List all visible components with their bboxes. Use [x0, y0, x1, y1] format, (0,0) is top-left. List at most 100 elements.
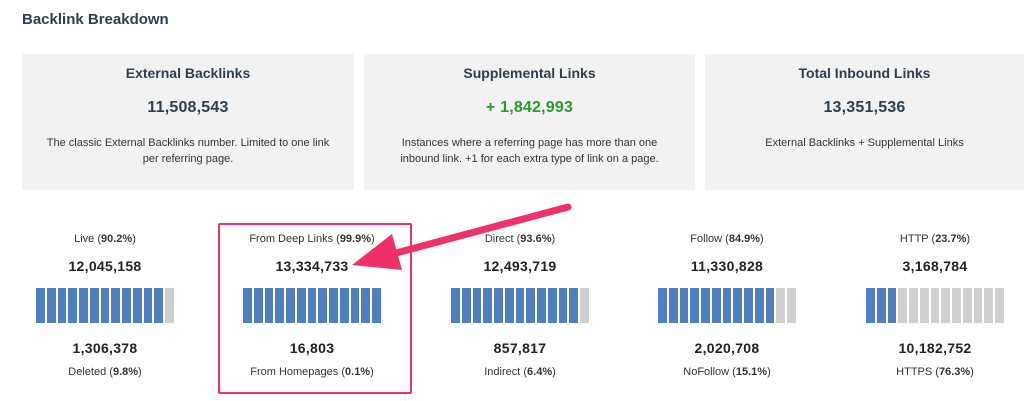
bar-segment-empty [898, 288, 908, 323]
metric-bottom-value: 1,306,378 [72, 340, 138, 356]
metric-bottom-label: From Homepages [250, 366, 339, 378]
metric-direct-indirect: Direct (93.6%) 12,493,719 857,817 Indire… [430, 228, 610, 378]
metric-bottom-label: NoFollow [683, 366, 730, 378]
bar-segment-filled [515, 288, 525, 323]
metric-bottom-percent: 15.1% [735, 366, 768, 378]
bar-segment-filled [494, 288, 503, 323]
bar-segment-filled [286, 288, 295, 323]
bar-segment-filled [264, 288, 274, 323]
bar-segment-filled [68, 288, 78, 323]
bar-segment-filled [722, 288, 732, 323]
bar-segment-filled [372, 288, 381, 323]
ratio-bar [451, 288, 589, 323]
bar-segment-filled [89, 288, 99, 323]
bar-segment-filled [122, 288, 131, 323]
bar-segment-empty [984, 288, 994, 323]
bar-segment-filled [243, 288, 252, 323]
bar-segment-filled [472, 288, 482, 323]
card-title: Supplemental Links [463, 65, 596, 81]
bar-segment-filled [296, 288, 306, 323]
metric-top-label: HTTP [899, 233, 929, 245]
bar-segment-filled [46, 288, 56, 323]
card-value: + 1,842,993 [485, 99, 574, 116]
bar-segment-filled [132, 288, 142, 323]
metric-http-https: HTTP (23.7%) 3,168,784 10,182,752 HTTPS … [845, 228, 1024, 378]
ratio-bar [866, 288, 1004, 323]
bar-segment-empty [787, 288, 796, 323]
card-value: 11,508,543 [147, 99, 229, 116]
metric-top-label: From Deep Links [249, 233, 334, 245]
ratio-bar [243, 288, 381, 323]
bar-segment-filled [701, 288, 710, 323]
metric-live-deleted: Live (90.2%) 12,045,158 1,306,378 Delete… [15, 228, 195, 378]
card-description: External Backlinks + Supplemental Links [765, 137, 964, 149]
bar-segment-filled [668, 288, 678, 323]
bar-segment-filled [307, 288, 317, 323]
bar-segment-filled [275, 288, 285, 323]
bar-segment-empty [776, 288, 786, 323]
ratio-bar [36, 288, 174, 323]
bar-segment-empty [952, 288, 961, 323]
bar-segment-filled [100, 288, 110, 323]
bar-segment-filled [558, 288, 568, 323]
bar-segment-empty [909, 288, 918, 323]
bar-segment-filled [154, 288, 164, 323]
metric-bottom-percent: 0.1% [345, 366, 371, 378]
bar-segment-empty [919, 288, 929, 323]
bar-segment-filled [765, 288, 775, 323]
metric-top-percent: 84.9% [728, 233, 761, 245]
card-description: The classic External Backlinks number. L… [46, 137, 330, 165]
bar-segment-filled [733, 288, 743, 323]
bar-segment-filled [547, 288, 557, 323]
bar-segment-empty [973, 288, 983, 323]
metric-bottom-label: Indirect [484, 366, 521, 378]
bar-segment-filled [253, 288, 263, 323]
section-title: Backlink Breakdown [22, 11, 169, 28]
total-inbound-links-card: Total Inbound Links 13,351,536 External … [705, 54, 1024, 190]
metric-top-value: 12,493,719 [483, 258, 557, 274]
bar-segment-filled [36, 288, 45, 323]
metric-bottom-percent: 9.8% [112, 366, 139, 378]
metric-top-percent: 23.7% [935, 233, 967, 245]
bar-segment-filled [876, 288, 886, 323]
metric-follow-nofollow: Follow (84.9%) 11,330,828 2,020,708 NoFo… [637, 228, 817, 378]
metric-top-label: Direct [484, 233, 514, 245]
metric-top-label: Follow [690, 233, 723, 245]
card-title: Total Inbound Links [798, 65, 931, 81]
bar-segment-filled [504, 288, 514, 323]
ratio-bar [658, 288, 796, 323]
supplemental-links-card: Supplemental Links + 1,842,993 Instances… [364, 54, 695, 190]
metric-top-percent: 99.9% [339, 233, 372, 245]
bar-segment-filled [111, 288, 121, 323]
metric-bottom-value: 16,803 [289, 340, 335, 356]
metric-bottom-label: Deleted [68, 366, 107, 378]
bar-segment-filled [350, 288, 360, 323]
bar-segment-empty [165, 288, 174, 323]
metric-bottom-percent: 76.3% [938, 366, 971, 378]
bar-segment-empty [930, 288, 940, 323]
metric-bottom-percent: 6.4% [527, 366, 553, 378]
card-description: Instances where a referring page has mor… [400, 137, 659, 165]
metric-bottom-value: 2,020,708 [694, 340, 760, 356]
metric-deep-links-homepages: From Deep Links (99.9%) 13,334,733 16,80… [222, 228, 402, 378]
metric-bottom-value: 10,182,752 [898, 340, 972, 356]
bar-segment-filled [711, 288, 721, 323]
bar-segment-empty [580, 288, 589, 323]
bar-segment-filled [318, 288, 328, 323]
bar-segment-empty [941, 288, 951, 323]
card-value: 13,351,536 [823, 99, 906, 116]
bar-segment-filled [569, 288, 579, 323]
bar-segment-filled [526, 288, 536, 323]
external-backlinks-card: External Backlinks 11,508,543 The classi… [22, 54, 354, 190]
metric-top-percent: 90.2% [101, 233, 133, 245]
bar-segment-empty [995, 288, 1004, 323]
bar-segment-filled [690, 288, 700, 323]
card-title: External Backlinks [125, 65, 251, 81]
metric-bottom-label: HTTPS [896, 366, 933, 378]
bar-segment-filled [537, 288, 546, 323]
bar-segment-filled [339, 288, 349, 323]
bar-segment-filled [461, 288, 471, 323]
metric-top-value: 12,045,158 [68, 258, 142, 274]
metric-top-label: Live [74, 233, 95, 245]
